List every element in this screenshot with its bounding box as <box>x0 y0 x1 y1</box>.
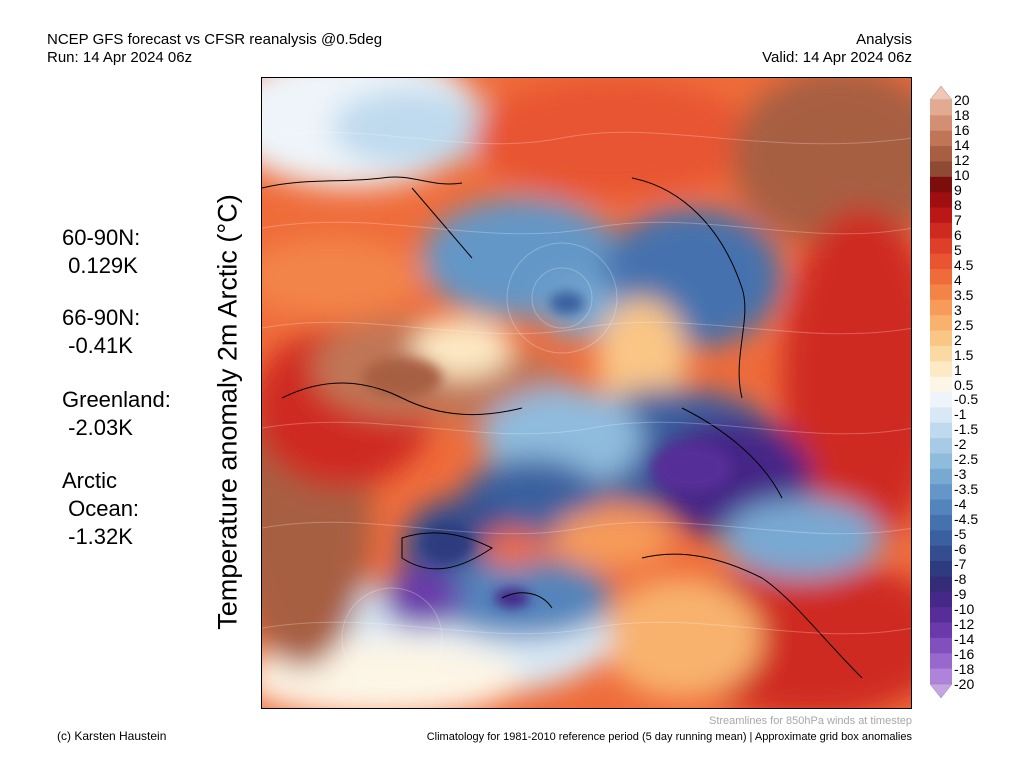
colorbar-segment <box>930 376 952 393</box>
colorbar-tick-label: -14 <box>954 631 975 648</box>
colorbar-segment <box>930 514 952 531</box>
colorbar-tick-label: 4 <box>954 271 962 288</box>
colorbar-segment <box>930 253 952 270</box>
colorbar-segment <box>930 207 952 224</box>
colorbar-tick-label: 8 <box>954 196 962 213</box>
colorbar-tick-label: 9 <box>954 181 962 198</box>
run-time: Run: 14 Apr 2024 06z <box>47 49 193 66</box>
streamline-note: Streamlines for 850hPa winds at timestep <box>709 715 912 727</box>
colorbar-tick-label: 7 <box>954 211 962 228</box>
colorbar-tick-label: -4.5 <box>954 511 979 528</box>
colorbar-tick-label: 4.5 <box>954 256 974 273</box>
colorbar-segment <box>930 453 952 470</box>
colorbar-tick-label: -9 <box>954 586 967 603</box>
colorbar-segment <box>930 484 952 501</box>
colorbar-segment <box>930 392 952 408</box>
colorbar-segment <box>930 269 952 285</box>
colorbar-segment <box>930 576 952 593</box>
colorbar-segment <box>930 653 952 670</box>
anomaly-field <box>262 78 911 708</box>
colorbar-tick-label: -6 <box>954 541 967 558</box>
colorbar-segment <box>930 622 952 639</box>
colorbar-tick-label: 18 <box>954 106 970 123</box>
y-axis-label: Temperature anomaly 2m Arctic (°C) <box>212 194 243 630</box>
colorbar-tick-label: -16 <box>954 646 975 663</box>
colorbar-segment <box>930 284 952 301</box>
colorbar-bottom-arrow <box>930 683 952 698</box>
colorbar-segment <box>930 591 952 608</box>
colorbar-tick-label: -12 <box>954 616 975 633</box>
colorbar-tick-label: -1.5 <box>954 421 979 438</box>
chart-title: NCEP GFS forecast vs CFSR reanalysis @0.… <box>47 31 383 48</box>
colorbar-tick-label: -8 <box>954 571 967 588</box>
colorbar-top-arrow <box>930 86 952 101</box>
anomaly-map <box>261 77 912 709</box>
anomaly-map-graphic <box>262 78 911 708</box>
colorbar-segment <box>930 299 952 316</box>
colorbar-tick-label: -2.5 <box>954 451 979 468</box>
colorbar-tick-label: -2 <box>954 436 967 453</box>
colorbar-segment <box>930 130 952 147</box>
colorbar-tick-label: 3 <box>954 301 962 318</box>
colorbar-segment <box>930 100 952 116</box>
colorbar-tick-label: -18 <box>954 661 975 678</box>
colorbar-segment <box>930 468 952 485</box>
colorbar-segment <box>930 530 952 547</box>
colorbar-segment <box>930 345 952 362</box>
climatology-note: Climatology for 1981-2010 reference peri… <box>426 731 912 743</box>
colorbar-segment <box>930 115 952 132</box>
colorbar-tick-label: 12 <box>954 151 970 168</box>
colorbar-tick-label: 1 <box>954 361 962 378</box>
credit-text: (c) Karsten Haustein <box>57 729 167 743</box>
valid-time: Valid: 14 Apr 2024 06z <box>762 49 912 66</box>
colorbar-segment <box>930 561 952 577</box>
colorbar-segment <box>930 315 952 332</box>
colorbar-segment <box>930 238 952 255</box>
colorbar-segment <box>930 607 952 624</box>
colorbar-tick-label: 16 <box>954 121 970 138</box>
colorbar-tick-label: 1.5 <box>954 346 974 363</box>
colorbar-tick-label: 10 <box>954 166 970 183</box>
colorbar-segment <box>930 499 952 516</box>
coastlines <box>262 176 863 679</box>
colorbar-segment <box>930 161 952 178</box>
colorbar-segment <box>930 222 952 239</box>
stat-60-90n: 60-90N: 0.129K <box>62 225 141 278</box>
colorbar-tick-label: 2 <box>954 331 962 348</box>
colorbar-tick-label: -4 <box>954 496 967 513</box>
colorbar-tick-label: 2.5 <box>954 316 974 333</box>
colorbar-tick-label: 14 <box>954 136 970 153</box>
stat-arctic-ocean: Arctic Ocean: -1.32K <box>62 468 140 549</box>
colorbar-segment <box>930 361 952 378</box>
colorbar-tick-label: -3.5 <box>954 481 979 498</box>
colorbar-tick-label: 20 <box>954 92 970 108</box>
colorbar-tick-label: 3.5 <box>954 286 974 303</box>
stat-greenland: Greenland: -2.03K <box>62 387 171 440</box>
colorbar-segment <box>930 176 952 193</box>
colorbar-segment <box>930 422 952 439</box>
colorbar-segment <box>930 545 952 562</box>
colorbar-tick-label: 6 <box>954 226 962 243</box>
colorbar-segment <box>930 438 952 454</box>
colorbar-segment <box>930 146 952 162</box>
colorbar-tick-label: 5 <box>954 241 962 258</box>
streamlines <box>262 131 911 689</box>
colorbar-segment <box>930 330 952 347</box>
colorbar-tick-label: -20 <box>954 676 975 692</box>
colorbar-segment <box>930 192 952 209</box>
colorbar-tick-label: -5 <box>954 526 967 543</box>
colorbar-tick-label: -1 <box>954 406 967 423</box>
colorbar-segment <box>930 668 952 685</box>
colorbar-tick-label: -7 <box>954 556 967 573</box>
colorbar-segment <box>930 407 952 424</box>
colorbar-tick-label: -0.5 <box>954 391 979 408</box>
colorbar <box>930 86 952 698</box>
colorbar-tick-label: -3 <box>954 466 967 483</box>
colorbar-segment <box>930 637 952 654</box>
colorbar-tick-label: 0.5 <box>954 376 974 393</box>
colorbar-tick-label: -10 <box>954 601 975 618</box>
stat-66-90n: 66-90N: -0.41K <box>62 305 141 358</box>
analysis-label: Analysis <box>856 31 912 48</box>
